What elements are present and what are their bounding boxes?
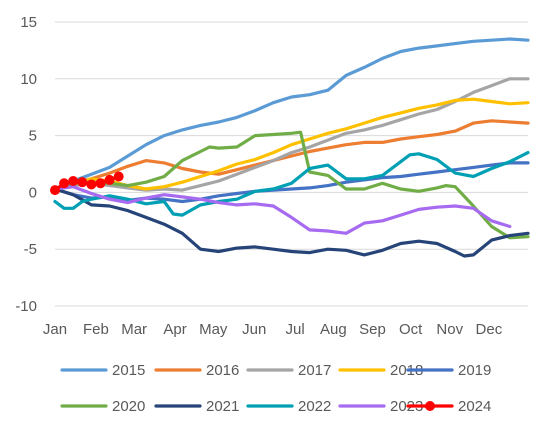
x-tick-label: Apr [163, 321, 186, 338]
x-tick-label: Jul [286, 321, 305, 338]
y-tick-label: 10 [20, 71, 37, 88]
y-tick-label: 0 [29, 184, 37, 201]
x-tick-label: May [199, 321, 228, 338]
legend-item-2019: 2019 [406, 362, 491, 379]
data-point-2024 [50, 185, 60, 196]
gridlines [55, 21, 528, 307]
y-tick-label: -10 [15, 298, 37, 315]
data-point-2024 [104, 174, 115, 185]
series-line-2015 [53, 37, 530, 191]
legend-item-2017: 2017 [246, 362, 331, 379]
y-tick-label: 5 [29, 128, 37, 145]
y-tick-label: 15 [20, 14, 37, 31]
data-point-2024 [95, 178, 106, 189]
series-line-2017 [53, 77, 530, 192]
data-point-2024 [86, 179, 97, 190]
x-tick-label: Dec [476, 321, 503, 338]
y-axis-ticks: 15 10 5 0 -5 -10 [15, 14, 37, 315]
legend-item-2021: 2021 [154, 398, 239, 415]
series-line-2020 [53, 130, 530, 240]
series-line-2018 [53, 97, 530, 191]
x-tick-label: Sep [359, 321, 386, 338]
data-point-2024 [113, 171, 124, 182]
x-tick-label: Aug [320, 321, 347, 338]
data-point-2024 [59, 178, 70, 189]
data-point-2024 [68, 176, 79, 187]
y-tick-label: -5 [24, 241, 37, 258]
x-tick-label: Oct [399, 321, 423, 338]
series-lines [50, 37, 530, 258]
x-tick-label: Jan [43, 321, 67, 338]
x-tick-label: Feb [83, 321, 109, 338]
legend-item-2016: 2016 [154, 362, 239, 379]
x-tick-label: Mar [121, 321, 147, 338]
legend-label: 2024 [458, 398, 491, 415]
legend-label: 2020 [112, 398, 145, 415]
legend-label: 2017 [298, 362, 331, 379]
legend-item-2024: 2024 [406, 398, 491, 415]
legend-item-2022: 2022 [246, 398, 331, 415]
legend-marker [425, 401, 435, 411]
x-axis-ticks: Jan Feb Mar Apr May Jun Jul Aug Sep Oct Nov Dec [43, 321, 503, 338]
legend-label: 2021 [206, 398, 239, 415]
data-point-2024 [77, 177, 88, 188]
legend-label: 2022 [298, 398, 331, 415]
legend-label: 2019 [458, 362, 491, 379]
x-tick-label: Jun [242, 321, 266, 338]
series-line-2021 [53, 187, 530, 258]
series-line-2016 [53, 119, 530, 191]
legend-label: 2015 [112, 362, 145, 379]
legend-item-2020: 2020 [60, 398, 145, 415]
series-line-2023 [53, 185, 512, 235]
x-tick-label: Nov [436, 321, 463, 338]
legend-item-2015: 2015 [60, 362, 145, 379]
legend-label: 2016 [206, 362, 239, 379]
series-line-2022 [53, 151, 530, 217]
